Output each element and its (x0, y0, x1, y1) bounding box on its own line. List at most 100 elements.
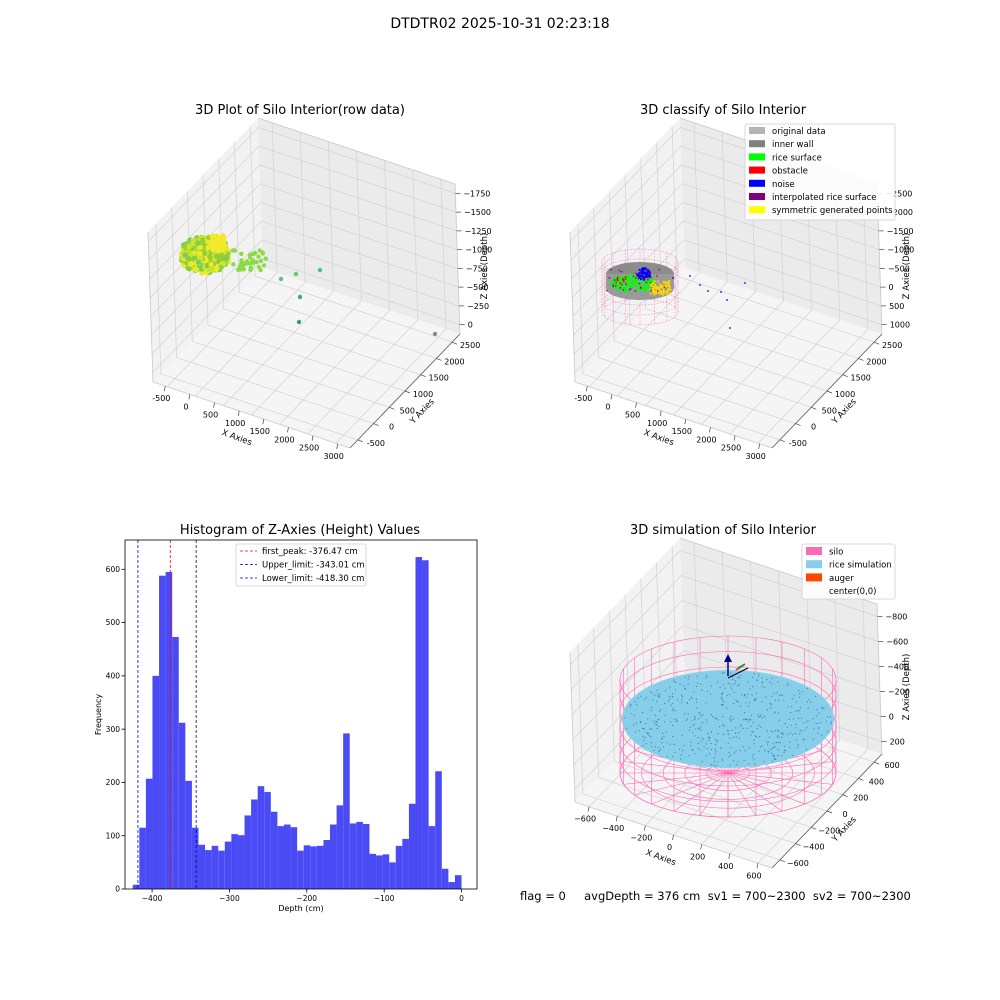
rice-sim-point (681, 701, 683, 703)
x-tick-label: 2500 (721, 444, 741, 453)
rice-point (202, 250, 208, 256)
rice-sim-point (790, 724, 792, 726)
rice-sim-point (816, 709, 818, 711)
rice-sim-point (705, 719, 707, 721)
rice-sim-point (820, 722, 822, 724)
z-tick-label: −1000 (465, 246, 492, 255)
noise-outlier (726, 299, 728, 301)
rice-sim-point (715, 739, 717, 741)
obstacle-point (622, 278, 624, 280)
y-tick (842, 794, 848, 798)
rice-sim-point (732, 718, 734, 720)
rice-sim-point (810, 701, 812, 703)
silo-wireframe (601, 248, 679, 326)
rice-sim-point (721, 704, 724, 706)
rice-surface-point (637, 284, 640, 287)
rice-surface-point (645, 282, 648, 285)
x-tick (659, 410, 662, 416)
gridline-x (307, 169, 419, 435)
obstacle-point (617, 276, 619, 279)
silo-bottom-spoke (727, 772, 805, 805)
rice-sim-point (661, 742, 663, 744)
rice-sim-point (784, 723, 786, 725)
rice-sim-point (642, 727, 644, 730)
rice-sim-point (750, 714, 753, 716)
rice-surface-point (627, 283, 630, 286)
gridline-z (573, 239, 882, 355)
rice-sim-point (783, 749, 786, 751)
rice-surface-point (634, 279, 637, 282)
rice-sim-point (727, 682, 729, 684)
x-tick (635, 402, 637, 408)
rice-sim-point (764, 716, 766, 718)
rice-sim-point (774, 758, 776, 760)
x-tick (672, 834, 674, 841)
histogram-bar (264, 792, 271, 889)
rice-sim-point (645, 743, 647, 745)
rice-sim-point (817, 722, 819, 724)
rice-sim-point (753, 673, 756, 675)
legend-label: interpolated rice surface (772, 193, 877, 203)
legend-label: symmetric generated points (772, 206, 893, 216)
rice-sim-point (706, 690, 709, 692)
z-tick-label: −1250 (465, 227, 492, 236)
rice-sim-point (777, 755, 779, 757)
rice-sim-point (737, 761, 739, 763)
x-axis-label: Depth (cm) (278, 904, 323, 913)
x-tick-label: 0 (605, 402, 610, 411)
symmetric-point (652, 287, 655, 290)
gridline-y (155, 223, 359, 441)
rice-surface-point (618, 282, 621, 284)
rice-surface-point (646, 287, 649, 289)
interpolated-point (622, 289, 625, 291)
rice-sim-point (757, 716, 759, 718)
plot-frame (124, 539, 478, 890)
rice-sim-point (797, 747, 799, 749)
rice-sim-point (640, 721, 642, 723)
rice-sim-point (713, 764, 715, 766)
rice-sim-point (700, 726, 702, 728)
y-tick-label: 0 (389, 423, 394, 432)
x-tick (587, 806, 590, 812)
rice-surface-point (628, 277, 631, 280)
rice-surface-point (611, 279, 614, 282)
rice-sim-point (763, 686, 765, 688)
rice-surface-point (628, 274, 630, 277)
silo-bottom-spoke (727, 772, 822, 796)
rice-sim-point (789, 741, 791, 743)
legend-label: original data (772, 127, 826, 137)
rice-sim-point (639, 722, 642, 724)
y-tick-label: 100 (106, 831, 121, 840)
rice-sim-point (650, 736, 652, 738)
gridline-z (574, 258, 882, 373)
rice-sim-point (770, 748, 772, 751)
noise-point (645, 276, 648, 279)
z-tick-label: 0 (468, 321, 473, 330)
noise-point (647, 269, 649, 272)
rice-sim-point (739, 675, 741, 677)
rice-surface-point (621, 286, 624, 289)
rice-sim-point (649, 691, 652, 693)
rice-surface-point (644, 282, 647, 285)
silo-bottom-spoke (727, 761, 833, 774)
symmetric-point (657, 286, 660, 289)
rice-sim-point (771, 760, 774, 762)
rice-point-edge (249, 266, 254, 271)
x-tick-label: 0 (183, 402, 188, 411)
rice-sim-point (782, 733, 784, 735)
rice-sim-point (644, 737, 646, 739)
legend-swatch (749, 153, 765, 161)
rice-sim-point (697, 747, 699, 750)
rice-sim-point (667, 700, 670, 702)
rice-sim-point (659, 749, 662, 751)
y-axis-label: Frequency (94, 694, 103, 736)
legend-label: rice simulation (829, 561, 892, 571)
rice-sim-point (665, 731, 667, 733)
legend-swatch (749, 140, 765, 148)
rice-sim-point (684, 676, 686, 678)
rice-point-edge (239, 258, 244, 263)
noise-point (639, 275, 642, 278)
legend-label: noise (772, 180, 795, 190)
symmetric-point (652, 289, 655, 292)
gridline-z (150, 201, 458, 317)
